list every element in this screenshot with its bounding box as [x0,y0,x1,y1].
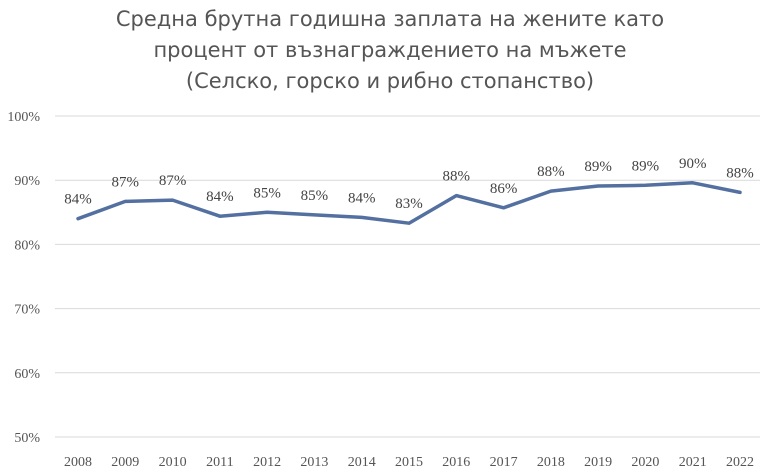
x-tick-label-2017: 2017 [490,455,518,470]
gridlines [55,115,760,438]
data-label-2014: 84% [348,190,376,206]
data-label-2009: 87% [112,174,140,190]
x-tick-label-2009: 2009 [111,455,139,470]
x-tick-label-2010: 2010 [159,455,187,470]
data-label-2010: 87% [159,173,187,189]
y-tick-label-90: 90% [14,174,40,189]
data-labels: 84% 87% 87% 84% 85% 85% 84% 83% 88% 86% 88% 89% 89% 9… [64,156,754,212]
data-label-2016: 88% [443,169,471,185]
x-tick-label-2011: 2011 [206,455,233,470]
x-tick-label-2015: 2015 [395,455,423,470]
x-tick-label-2019: 2019 [584,455,612,470]
x-axis-ticks: 2008 2009 2010 2011 2012 2013 2014 2015 2016 2017… [64,455,754,470]
data-label-2020: 89% [632,158,660,174]
data-label-2015: 83% [395,196,423,212]
chart-title: Средна брутна годишна заплата на жените … [0,4,780,97]
chart-title-line-1: Средна брутна годишна заплата на жените … [115,7,665,31]
data-label-2017: 86% [490,181,518,197]
x-tick-label-2022: 2022 [726,455,754,470]
x-tick-label-2014: 2014 [348,455,376,470]
y-tick-label-100: 100% [7,110,40,125]
data-label-2022: 88% [726,165,754,181]
series-line-group [76,181,742,225]
chart-title-line-3: (Селско, горско и рибно стопанство) [185,69,595,93]
x-tick-label-2012: 2012 [253,455,281,470]
data-label-2011: 84% [206,189,234,205]
x-tick-label-2020: 2020 [631,455,659,470]
y-axis-ticks: 50% 60% 70% 80% 90% 100% [7,110,40,446]
y-tick-label-70: 70% [14,303,40,318]
series-line [76,181,742,225]
x-tick-label-2016: 2016 [442,455,470,470]
x-tick-label-2013: 2013 [300,455,328,470]
data-label-2012: 85% [253,185,281,201]
y-tick-label-60: 60% [14,367,40,382]
data-label-2013: 85% [301,188,329,204]
y-tick-label-50: 50% [14,431,40,446]
data-label-2019: 89% [584,159,612,175]
data-label-2021: 90% [679,156,707,172]
data-label-2008: 84% [64,192,92,208]
chart-title-line-2: процент от възнаграждението на мъжете [153,38,627,62]
data-label-2018: 88% [537,164,565,180]
x-tick-label-2008: 2008 [64,455,92,470]
x-tick-label-2018: 2018 [537,455,565,470]
y-tick-label-80: 80% [14,238,40,253]
x-tick-label-2021: 2021 [679,455,707,470]
